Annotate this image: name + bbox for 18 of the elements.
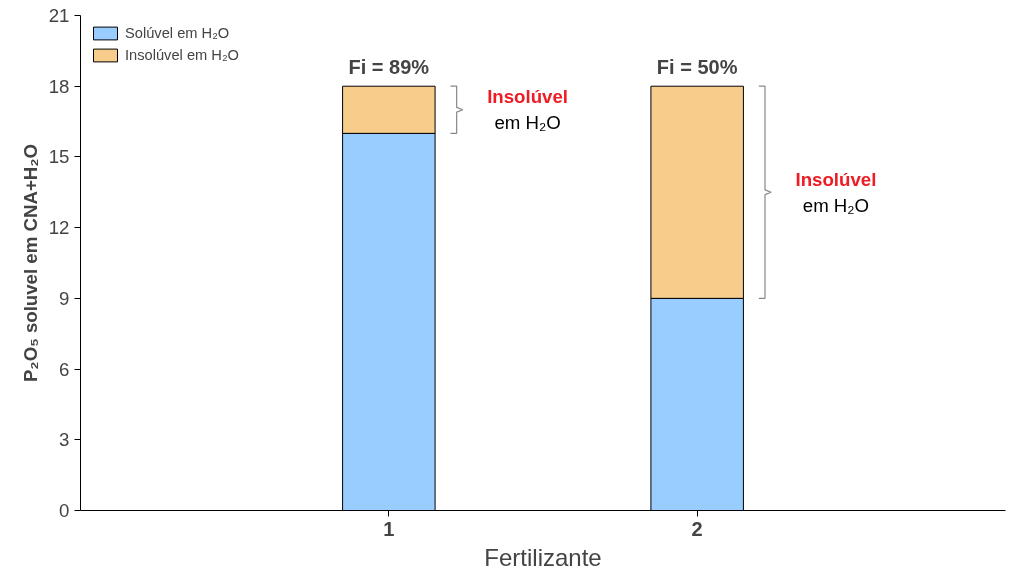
annotation: Fi = 50%	[656, 56, 738, 79]
y-tick-label: 0	[59, 500, 70, 521]
x-axis-title: Fertilizante	[484, 543, 602, 571]
legend-label: Solúvel em H₂O	[125, 25, 230, 41]
legend-label: Insolúvel em H₂O	[125, 47, 240, 63]
y-tick-label: 12	[48, 217, 70, 239]
x-tick-label: 1	[383, 517, 395, 540]
y-tick-label: 3	[59, 429, 70, 451]
annotation: Insolúvel em H₂O	[795, 168, 877, 216]
y-axis-title: P₂O₅ soluvel em CNA+H₂O	[19, 143, 41, 383]
y-tick-label: 15	[48, 146, 70, 168]
x-tick-label: 2	[691, 517, 703, 540]
y-tick-label: 21	[48, 5, 70, 26]
annotation: Fi = 89%	[348, 56, 430, 79]
annotation: Insolúvel em H₂O	[487, 86, 569, 134]
y-tick-label: 9	[59, 287, 70, 309]
y-tick-label: 18	[48, 75, 70, 97]
y-tick-label: 6	[59, 358, 70, 380]
